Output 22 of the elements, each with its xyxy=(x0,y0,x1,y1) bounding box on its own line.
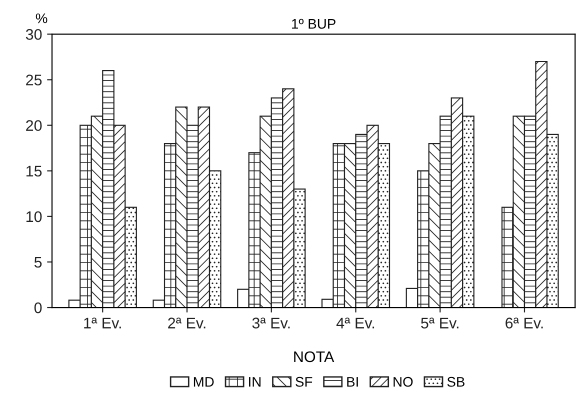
x-axis-title: NOTA xyxy=(294,351,334,362)
legend-label: SB xyxy=(447,376,464,387)
y-tick-label: 30 xyxy=(26,29,42,40)
x-tick-label: 4ª Ev. xyxy=(336,318,374,328)
y-tick-label: 20 xyxy=(26,120,42,131)
x-tick-label: 1ª Ev. xyxy=(84,318,121,328)
legend-label: SF xyxy=(296,376,312,387)
y-tick-label: 10 xyxy=(26,211,42,222)
y-axis-title: % xyxy=(36,13,48,24)
x-tick-label: 3ª Ev. xyxy=(252,318,290,328)
x-tick-label: 5ª Ev. xyxy=(421,318,458,328)
legend-label: IN xyxy=(249,377,261,387)
y-tick-label: 0 xyxy=(34,302,42,314)
y-tick-label: 25 xyxy=(26,74,42,86)
legend-label: MD xyxy=(194,377,214,387)
y-tick-label: 5 xyxy=(34,256,42,268)
legend-label: BI xyxy=(347,377,358,387)
y-tick-label: 15 xyxy=(26,166,42,177)
legend-label: NO xyxy=(394,376,413,387)
chart-title: 1º BUP xyxy=(292,18,336,29)
x-tick-label: 2ª Ev. xyxy=(168,318,206,328)
x-tick-label: 6ª Ev. xyxy=(506,318,543,328)
